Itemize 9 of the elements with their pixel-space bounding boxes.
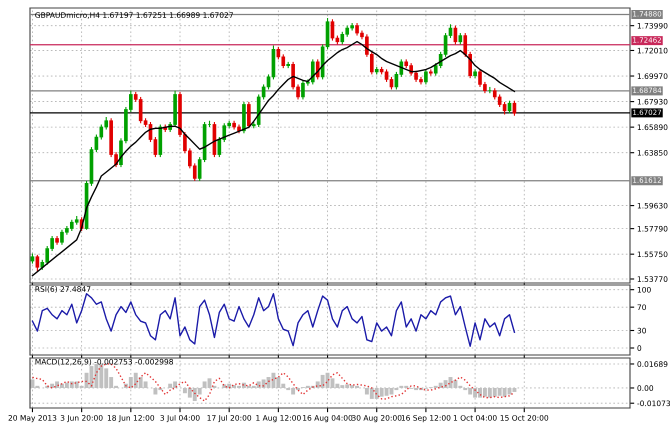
candlestick <box>458 32 462 45</box>
candlestick <box>512 100 516 116</box>
candlestick <box>36 254 40 272</box>
line-series <box>32 293 516 347</box>
candlestick <box>508 100 512 114</box>
candlestick <box>454 24 458 45</box>
candlestick <box>30 253 34 264</box>
candlestick <box>247 101 251 129</box>
candlestick <box>424 68 428 85</box>
